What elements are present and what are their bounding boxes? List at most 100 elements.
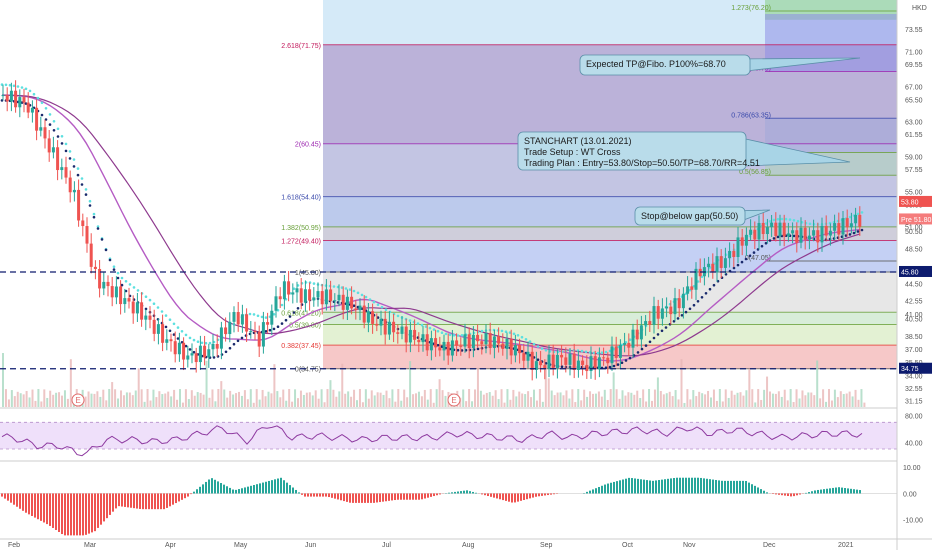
macd-bar <box>706 479 708 494</box>
candle-body <box>60 167 63 170</box>
price-tick-label: 31.15 <box>905 398 923 405</box>
candle-body <box>329 289 332 300</box>
macd-bar <box>175 493 177 503</box>
volume-bar <box>114 389 116 407</box>
wt-band-upper-dot <box>57 128 60 131</box>
wt-band-lower-dot <box>561 365 564 368</box>
wt-band-lower-dot <box>65 150 68 153</box>
macd-bar <box>31 493 33 516</box>
candle-body <box>716 256 719 272</box>
macd-bar <box>763 491 765 494</box>
volume-bar <box>610 389 612 407</box>
macd-bar <box>79 493 81 535</box>
macd-bar <box>406 493 408 499</box>
volume-bar <box>713 390 715 407</box>
wt-band-upper-dot <box>253 313 256 316</box>
macd-bar <box>529 493 531 498</box>
candle-body <box>577 361 580 370</box>
wt-band-lower-dot <box>685 311 688 314</box>
volume-bar <box>232 394 234 407</box>
volume-bar <box>400 401 402 407</box>
wt-band-lower-dot <box>101 238 104 241</box>
macd-bar <box>187 493 189 496</box>
candle-body <box>119 287 122 305</box>
wt-band-upper-dot <box>5 84 8 87</box>
macd-bar <box>247 487 249 494</box>
volume-bar <box>303 395 305 407</box>
volume-bar <box>471 401 473 407</box>
candle-body <box>212 344 215 349</box>
wt-band-upper-dot <box>161 310 164 313</box>
macd-bar <box>250 486 252 494</box>
candle-body <box>774 223 777 236</box>
candle-body <box>149 316 152 320</box>
macd-bar <box>16 493 18 506</box>
price-tick-label: 42.55 <box>905 298 923 305</box>
wt-band-upper-dot <box>173 323 176 326</box>
volume-bar <box>560 392 562 407</box>
macd-bar <box>721 481 723 494</box>
macd-bar <box>754 486 756 494</box>
volume-bar <box>689 399 691 407</box>
volume-bar <box>799 398 801 407</box>
price-tick-label: 59.00 <box>905 154 923 161</box>
volume-bar <box>188 399 190 407</box>
candle-body <box>333 300 336 301</box>
candle-body <box>111 286 114 297</box>
macd-bar <box>97 493 99 527</box>
macd-bar <box>634 478 636 493</box>
wt-band-lower-dot <box>629 357 632 360</box>
macd-bar <box>379 493 381 502</box>
wt-band-upper-dot <box>189 337 192 340</box>
macd-bar <box>103 493 105 521</box>
candle-body <box>527 352 530 361</box>
macd-bar <box>1 493 3 496</box>
wt-band-lower-dot <box>289 315 292 318</box>
wt-band-upper-dot <box>453 334 456 337</box>
candle-body <box>182 343 185 360</box>
candle-body <box>497 336 500 343</box>
macd-bar <box>793 493 795 496</box>
candle-body <box>661 308 664 318</box>
wt-band-lower-dot <box>85 193 88 196</box>
wt-band-upper-dot <box>137 289 140 292</box>
candle-body <box>312 297 315 300</box>
volume-bar <box>580 400 582 407</box>
volume-bar <box>356 400 358 407</box>
candle-body <box>825 226 828 236</box>
macd-bar <box>646 480 648 493</box>
macd-bar <box>397 493 399 499</box>
volume-bar <box>557 393 559 407</box>
wt-band-lower-dot <box>741 261 744 264</box>
wt-band-upper-dot <box>409 319 412 322</box>
candle-body <box>606 358 609 363</box>
candle-body <box>762 223 765 234</box>
volume-bar <box>365 389 367 407</box>
macd-bar <box>724 481 726 494</box>
price-axis[interactable]: HKD73.5571.0069.5567.0065.5063.0061.5559… <box>897 0 932 550</box>
price-tick-label: 48.50 <box>905 246 923 253</box>
macd-bar <box>331 493 333 497</box>
volume-bar <box>781 397 783 407</box>
macd-bar <box>451 492 453 493</box>
wt-band-upper-dot <box>369 298 372 301</box>
macd-bar <box>544 493 546 495</box>
volume-bar <box>152 390 154 407</box>
macd-bar <box>100 493 102 524</box>
candle-body <box>233 312 236 322</box>
volume-bar <box>816 361 818 407</box>
wt-band-upper-dot <box>861 211 864 214</box>
macd-bar <box>322 493 324 496</box>
volume-bar <box>173 390 175 407</box>
rsi-tick-label: 40.00 <box>905 440 923 447</box>
time-tick-label: Nov <box>683 542 696 549</box>
macd-bar <box>550 493 552 494</box>
wt-band-upper-dot <box>113 265 116 268</box>
time-tick-label: May <box>234 542 248 549</box>
price-tick-label: 50.50 <box>905 229 923 236</box>
volume-bar <box>214 401 216 407</box>
macd-bar <box>40 493 42 520</box>
wt-band-lower-dot <box>689 308 692 311</box>
